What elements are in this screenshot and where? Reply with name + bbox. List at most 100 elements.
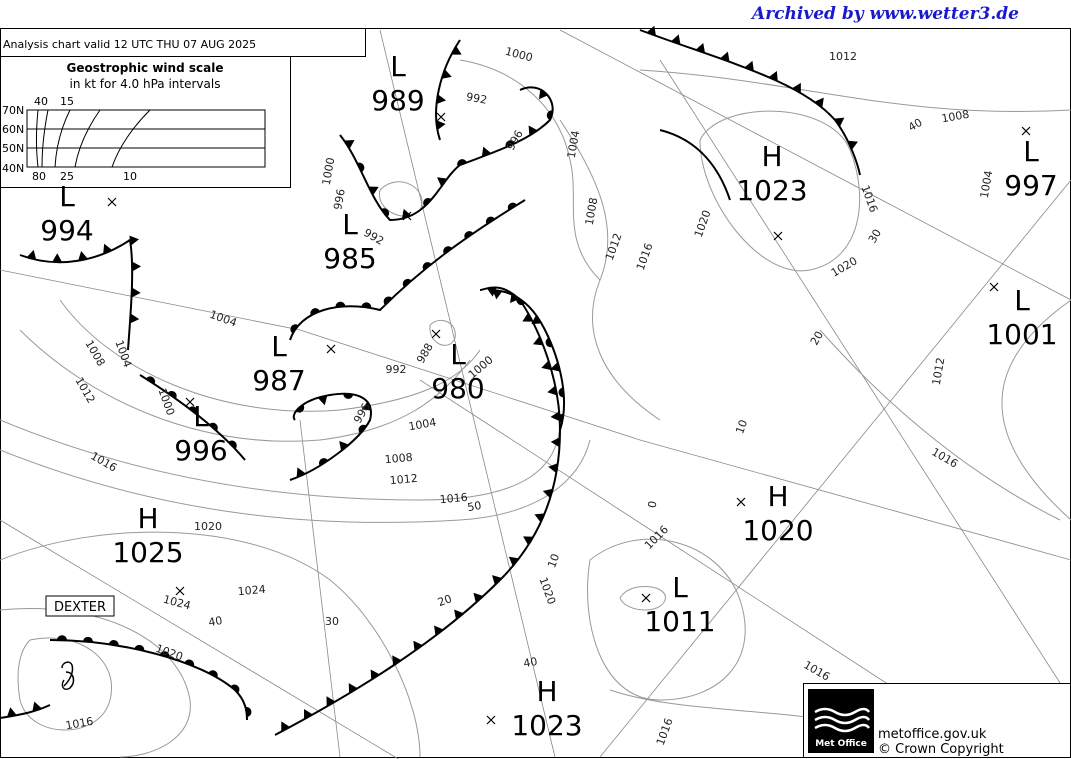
cold-symbol [695,42,706,54]
front-symbols [6,25,858,732]
isobar-label: 1012 [829,50,857,63]
isobar-label: 1020 [194,520,222,533]
cold-symbol [131,287,141,298]
meridian [659,59,1071,701]
cold-front [0,704,51,719]
cold-symbol [129,235,139,246]
cold-symbol [402,208,412,219]
center-value: 980 [431,372,484,405]
wind-lat-label: 70N [2,104,24,117]
warm-symbol [357,162,365,173]
isobar-label: 1016 [439,491,468,506]
isobar [639,69,1071,113]
center-cross [641,593,651,603]
cold-symbol [744,60,754,72]
cold-symbol [646,25,656,36]
isobar-label: 996 [331,188,347,211]
warm-symbol [361,302,372,309]
isobar-label: 40 [522,655,538,670]
isobar-label: 992 [465,90,488,106]
warm-front [139,374,246,461]
center-value: 1020 [742,514,813,547]
cold-symbol [451,45,462,55]
isobar-label: 1004 [565,129,583,159]
warm-symbol [295,404,305,413]
isobar-label: 1000 [320,156,338,186]
cold-symbol [528,125,538,136]
logo-text: Met Office [815,739,867,749]
warm-symbol [343,393,354,399]
scale-curve [54,109,71,168]
parallel [0,269,1071,561]
warm-symbol [228,440,237,450]
wind-lat-label: 50N [2,142,24,155]
center-letter: L [271,330,287,363]
wind-lat-label: 40N [2,162,24,175]
center-letter: H [767,480,788,513]
isobar-label: 10 [545,552,562,570]
logo-waves [814,707,871,733]
warm-symbol [423,197,432,207]
isobar-label: 0 [646,500,660,509]
cold-symbol [541,360,552,371]
cold-symbol [368,186,379,196]
isobar-label: 1004 [407,416,437,434]
warm-symbol [516,297,526,306]
isobar [0,439,591,523]
cold-symbol [550,437,560,448]
center-value: 996 [174,434,227,467]
cold-symbol [52,253,63,263]
warm-symbol [159,651,170,658]
isobar [459,59,601,281]
cold-symbol [392,655,402,666]
center-cross [486,715,496,725]
warm-symbol [558,387,565,398]
isobar-label: 20 [808,329,826,348]
cold-symbol [492,289,503,300]
cold-symbol [348,683,358,694]
cold-symbol [441,69,452,79]
cold-symbol [413,640,423,651]
warm-symbol [209,422,218,432]
warm-symbol [310,308,320,316]
isobar [0,531,421,758]
wind-scale-box [0,56,291,188]
wind-scale-title: Geostrophic wind scale [67,61,224,75]
wind-top-label: 40 [34,95,48,108]
isobar [17,637,112,731]
cold-symbol [481,146,492,157]
warm-symbol [443,246,453,255]
warm-symbol [108,640,119,646]
warm-symbol [457,159,467,166]
wind-bottom-label: 80 [32,170,46,183]
center-cross [175,586,185,596]
isobar [1001,299,1071,521]
center-value: 994 [40,214,93,247]
cold-symbol [473,592,484,603]
warm-symbol [134,644,145,651]
center-value: 1023 [736,174,807,207]
cold-symbol [370,669,380,680]
cold-symbol [326,696,336,707]
cold-symbol [532,336,544,346]
warm-symbol [422,262,432,271]
center-letter: L [193,400,209,433]
center-letter: L [342,208,358,241]
scale-curve [74,109,101,168]
isobar-label: 10 [733,418,750,436]
cold-symbol [281,721,290,732]
cold-symbol [26,249,37,260]
center-value: 1011 [644,605,715,638]
isobar [819,329,1061,521]
analysis-label: Analysis chart valid 12 UTC THU 07 AUG 2… [3,38,256,51]
cold-symbol [296,467,306,478]
cold-symbol [129,313,140,324]
center-value: 1023 [511,709,582,742]
isobar-label: 1008 [940,108,970,126]
storm-symbol [61,661,75,691]
cold-symbol [509,292,520,304]
cold-symbol [361,401,372,411]
center-cross [107,197,117,207]
